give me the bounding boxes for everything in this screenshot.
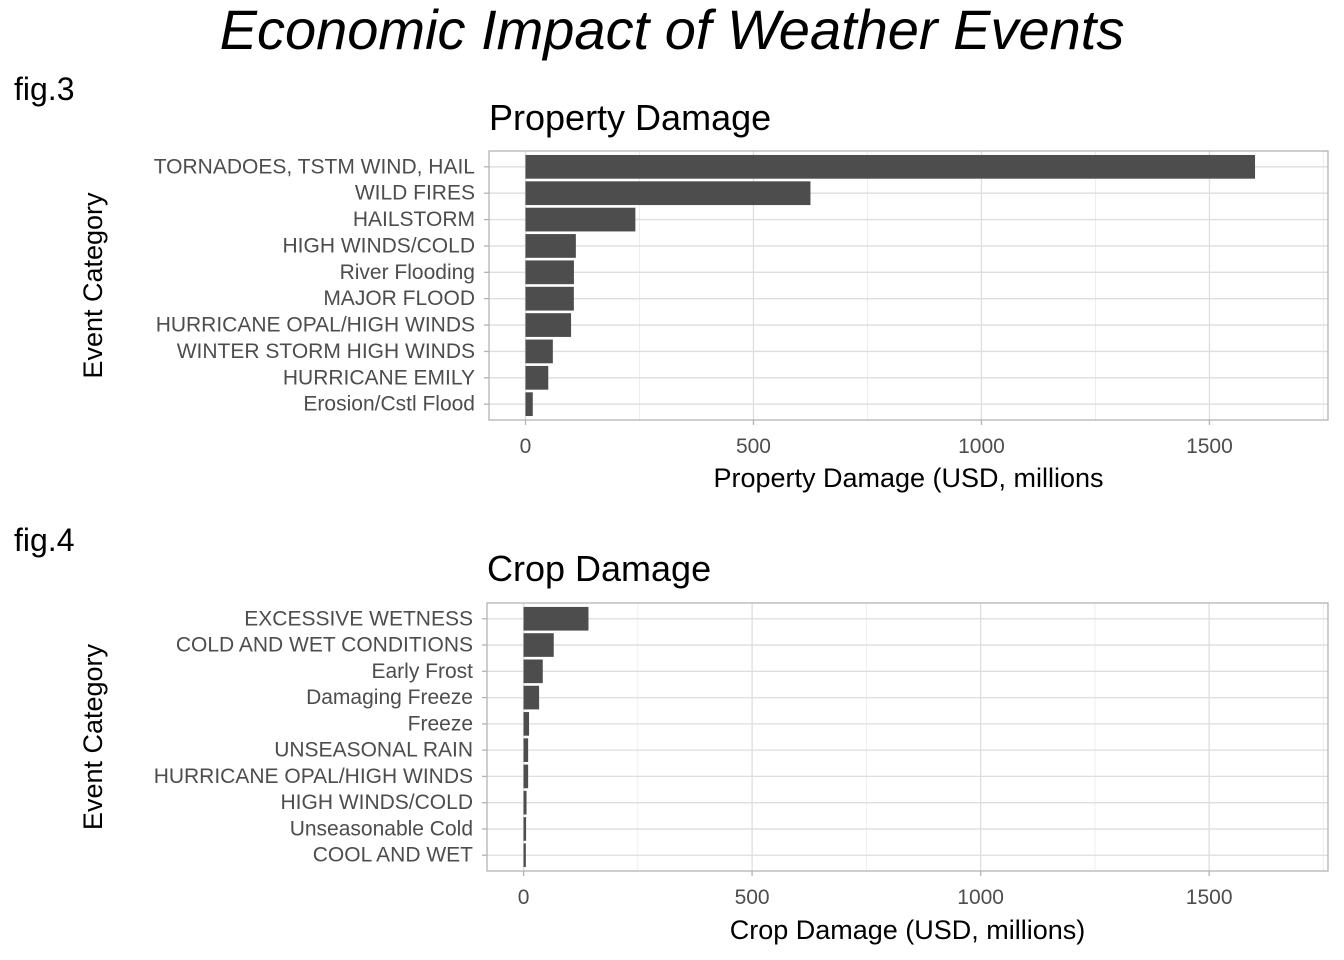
bar <box>523 606 589 631</box>
bar <box>525 207 636 232</box>
x-tick-label: 1500 <box>1186 886 1233 909</box>
bar <box>523 633 554 657</box>
category-label: Early Frost <box>371 660 473 683</box>
x-tick-label: 500 <box>735 886 770 909</box>
bar <box>525 154 1256 179</box>
bar <box>523 659 543 684</box>
x-tick-label: 1500 <box>1186 435 1233 458</box>
y-axis-title: Event Category <box>78 192 108 379</box>
chart-panel-2: EXCESSIVE WETNESS COLD AND WET CONDITIONS… <box>78 548 1329 945</box>
x-tick-label: 0 <box>520 435 532 458</box>
bar <box>523 685 540 710</box>
plot-background <box>487 603 1328 871</box>
panel-border <box>486 602 1329 872</box>
bar <box>523 843 526 868</box>
category-label: River Flooding <box>340 261 475 284</box>
category-label: Unseasonable Cold <box>290 817 473 840</box>
bar <box>525 365 549 390</box>
bar <box>523 712 530 736</box>
fig4-label: fig.4 <box>14 522 75 558</box>
category-label: MAJOR FLOOD <box>323 287 475 310</box>
category-label: HIGH WINDS/COLD <box>282 234 475 257</box>
category-label: TORNADOES, TSTM WIND, HAIL <box>154 155 475 178</box>
category-label: HURRICANE EMILY <box>283 366 475 389</box>
category-label: Damaging Freeze <box>306 686 473 709</box>
bar <box>525 286 574 311</box>
bar <box>525 234 576 258</box>
bar <box>523 817 527 841</box>
x-tick-label: 1000 <box>958 435 1005 458</box>
bar <box>523 764 529 789</box>
x-axis-title: Property Damage (USD, millions <box>713 463 1103 493</box>
category-label: WINTER STORM HIGH WINDS <box>177 340 475 363</box>
bar <box>523 738 529 762</box>
bar <box>525 181 811 206</box>
x-tick-label: 1000 <box>957 886 1004 909</box>
category-label: COLD AND WET CONDITIONS <box>176 634 473 657</box>
x-axis-title: Crop Damage (USD, millions) <box>730 915 1086 945</box>
category-label: HAILSTORM <box>353 208 475 231</box>
category-label: WILD FIRES <box>355 182 475 205</box>
category-label: COOL AND WET <box>313 844 473 867</box>
x-tick-label: 0 <box>518 886 530 909</box>
panel-border <box>488 150 1329 421</box>
panel-title: Property Damage <box>489 97 771 138</box>
y-axis-title: Event Category <box>78 643 108 830</box>
category-label: HURRICANE OPAL/HIGH WINDS <box>154 765 473 788</box>
category-label: EXCESSIVE WETNESS <box>244 607 473 630</box>
chart-panel-1: TORNADOES, TSTM WIND, HAIL WILD FIRES HAIL… <box>78 97 1329 493</box>
bar <box>525 392 533 417</box>
category-label: UNSEASONAL RAIN <box>274 739 473 762</box>
fig3-label: fig.3 <box>14 71 75 107</box>
category-label: HURRICANE OPAL/HIGH WINDS <box>156 314 475 337</box>
main-title: Economic Impact of Weather Events <box>219 0 1125 61</box>
category-label: Freeze <box>408 712 473 735</box>
bar <box>525 339 553 364</box>
x-tick-label: 500 <box>736 435 771 458</box>
category-label: Erosion/Cstl Flood <box>303 393 475 416</box>
bar <box>525 313 572 337</box>
panel-title: Crop Damage <box>487 548 711 589</box>
bar <box>523 790 527 815</box>
category-label: HIGH WINDS/COLD <box>280 791 473 814</box>
bar <box>525 260 574 285</box>
